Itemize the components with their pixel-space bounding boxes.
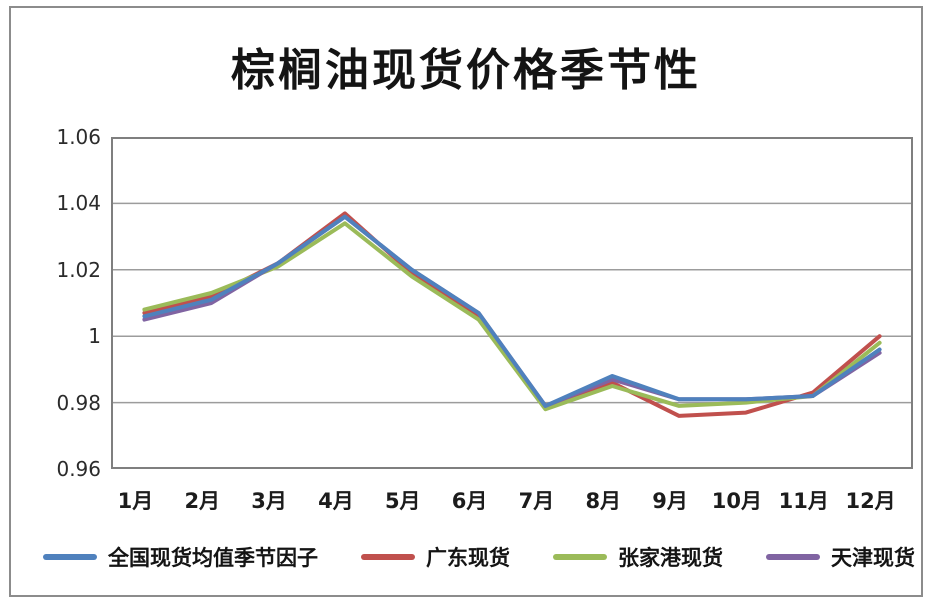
legend: 全国现货均值季节因子 广东现货 张家港现货 天津现货 — [43, 542, 915, 572]
x-tick-label: 8月 — [585, 489, 622, 513]
x-tick-label: 3月 — [251, 489, 287, 513]
y-tick-label: 1.06 — [56, 125, 101, 149]
x-tick-label: 9月 — [652, 489, 688, 513]
legend-label: 张家港现货 — [618, 546, 723, 570]
legend-line-swatch — [766, 554, 820, 560]
legend-line-swatch — [361, 554, 415, 560]
x-tick-label: 11月 — [778, 489, 829, 513]
plot-area — [111, 137, 913, 469]
x-tick-label: 12月 — [845, 489, 896, 513]
x-tick-label: 6月 — [451, 489, 488, 513]
legend-item-0: 全国现货均值季节因子 — [43, 542, 318, 572]
legend-line-swatch — [553, 554, 607, 560]
x-tick-label: 5月 — [384, 489, 421, 513]
x-tick-label: 4月 — [318, 489, 354, 513]
series-line-0 — [142, 214, 882, 408]
plot-border — [111, 137, 913, 469]
y-tick-label: 0.98 — [56, 390, 101, 415]
series-line-2 — [142, 221, 882, 412]
y-tick-label: 1 — [88, 324, 101, 349]
legend-label: 全国现货均值季节因子 — [108, 546, 318, 570]
legend-label: 广东现货 — [426, 546, 510, 570]
x-tick-label: 10月 — [711, 489, 763, 513]
x-tick-label: 1月 — [117, 489, 154, 513]
legend-item-2: 张家港现货 — [553, 542, 723, 572]
series-line-1 — [142, 211, 882, 418]
chart-title: 棕榈油现货价格季节性 — [231, 45, 701, 96]
legend-label: 天津现货 — [831, 546, 915, 570]
y-tick-label: 0.96 — [56, 457, 101, 481]
legend-item-1: 广东现货 — [361, 542, 510, 572]
y-tick-label: 1.04 — [56, 191, 101, 216]
y-tick-label: 1.02 — [56, 257, 101, 282]
legend-line-swatch — [43, 554, 97, 560]
x-tick-label: 7月 — [518, 489, 555, 513]
legend-item-3: 天津现货 — [766, 542, 915, 572]
x-tick-label: 2月 — [184, 489, 221, 513]
series-line-3 — [142, 214, 882, 408]
chart-frame: 棕榈油现货价格季节性 0.96 0.98 1 1.02 1.04 1.06 1月 2月 3月 4… — [9, 6, 923, 597]
